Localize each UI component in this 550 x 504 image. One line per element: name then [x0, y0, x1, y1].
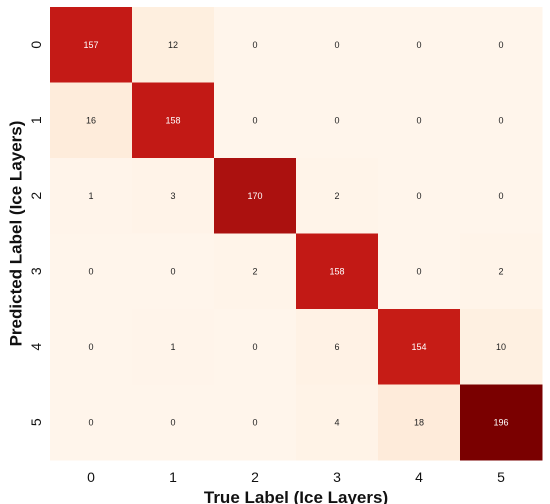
cell-value-r3-c2: 2 — [252, 266, 257, 276]
heatmap-cell-r0-c3 — [296, 7, 379, 83]
y-tick-label-1: 1 — [28, 116, 44, 124]
heatmap-cell-r4-c2 — [214, 309, 297, 385]
heatmap-cell-r2-c1 — [132, 158, 215, 234]
cell-value-r1-c5: 0 — [498, 115, 503, 125]
cell-value-r0-c5: 0 — [498, 40, 503, 50]
cell-value-labels: 157 12 0 0 0 016 158 0 0 0 01 3 170 2 0 00 0 2 158 0 20 1 0 6 15… — [83, 40, 508, 428]
heatmap-cell-r3-c1 — [132, 233, 215, 310]
y-tick-labels: 0 1 2 3 4 5 — [28, 41, 44, 427]
cell-value-r1-c1: 158 — [165, 115, 180, 125]
cell-value-r5-c5: 196 — [493, 417, 508, 427]
heatmap-cell-r4-c0 — [50, 309, 133, 385]
heatmap-cell-r2-c2 — [214, 158, 297, 234]
cell-value-r2-c5: 0 — [498, 191, 503, 201]
cell-value-r5-c0: 0 — [88, 417, 93, 427]
x-tick-label-4: 4 — [415, 469, 423, 485]
heatmap-cell-r4-c3 — [296, 309, 379, 385]
x-tick-label-3: 3 — [333, 469, 341, 485]
cell-value-r5-c1: 0 — [170, 417, 175, 427]
y-tick-label-3: 3 — [28, 267, 44, 275]
heatmap-cell-r1-c4 — [378, 82, 461, 159]
x-tick-label-2: 2 — [251, 469, 259, 485]
cell-value-r0-c3: 0 — [334, 40, 339, 50]
heatmap-cell-r5-c2 — [214, 384, 297, 461]
heatmap-cell-r0-c4 — [378, 7, 461, 83]
cell-value-r1-c2: 0 — [252, 115, 257, 125]
x-tick-labels: 0 1 2 3 4 5 — [87, 469, 505, 485]
cell-value-r2-c0: 1 — [88, 191, 93, 201]
heatmap-cell-r1-c3 — [296, 82, 379, 159]
heatmap-cell-r3-c2 — [214, 233, 297, 310]
cell-value-r5-c4: 18 — [414, 417, 424, 427]
heatmap-cell-r0-c2 — [214, 7, 297, 83]
heatmap-cell-r1-c2 — [214, 82, 297, 159]
cell-value-r5-c2: 0 — [252, 417, 257, 427]
x-tick-label-0: 0 — [87, 469, 95, 485]
cell-value-r1-c3: 0 — [334, 115, 339, 125]
cell-value-r2-c3: 2 — [334, 191, 339, 201]
cell-value-r1-c4: 0 — [416, 115, 421, 125]
x-tick-label-1: 1 — [169, 469, 177, 485]
cell-value-r4-c0: 0 — [88, 342, 93, 352]
heatmap-cell-r4-c4 — [378, 309, 461, 385]
cell-value-r0-c4: 0 — [416, 40, 421, 50]
heatmap-cell-r0-c5 — [460, 7, 543, 83]
cell-value-r2-c4: 0 — [416, 191, 421, 201]
heatmap-cell-r3-c4 — [378, 233, 461, 310]
cell-value-r3-c5: 2 — [498, 266, 503, 276]
heatmap-cell-r4-c5 — [460, 309, 543, 385]
heatmap-cell-r3-c5 — [460, 233, 543, 310]
y-tick-label-4: 4 — [28, 343, 44, 351]
cell-value-r4-c4: 154 — [411, 342, 426, 352]
cell-value-r1-c0: 16 — [86, 115, 96, 125]
heatmap-cell-r1-c5 — [460, 82, 543, 159]
heatmap-cells — [50, 7, 543, 461]
heatmap-cell-r3-c0 — [50, 233, 133, 310]
cell-value-r2-c2: 170 — [247, 191, 262, 201]
heatmap-cell-r5-c1 — [132, 384, 215, 461]
heatmap-cell-r2-c0 — [50, 158, 133, 234]
heatmap-cell-r5-c0 — [50, 384, 133, 461]
cell-value-r5-c3: 4 — [334, 417, 339, 427]
x-axis-title: True Label (Ice Layers) — [204, 488, 388, 504]
cell-value-r4-c2: 0 — [252, 342, 257, 352]
cell-value-r0-c1: 12 — [168, 40, 178, 50]
heatmap-cell-r2-c4 — [378, 158, 461, 234]
y-tick-label-5: 5 — [28, 418, 44, 426]
cell-value-r4-c5: 10 — [496, 342, 506, 352]
cell-value-r3-c0: 0 — [88, 266, 93, 276]
cell-value-r2-c1: 3 — [170, 191, 175, 201]
heatmap-cell-r5-c5 — [460, 384, 543, 461]
heatmap-cell-r0-c1 — [132, 7, 215, 83]
y-axis-title: Predicted Label (Ice Layers) — [7, 121, 26, 347]
cell-value-r3-c4: 0 — [416, 266, 421, 276]
heatmap-cell-r4-c1 — [132, 309, 215, 385]
heatmap-cell-r5-c4 — [378, 384, 461, 461]
heatmap-cell-r3-c3 — [296, 233, 379, 310]
cell-value-r3-c1: 0 — [170, 266, 175, 276]
heatmap-cell-r1-c1 — [132, 82, 215, 159]
heatmap-cell-r1-c0 — [50, 82, 133, 159]
y-tick-label-2: 2 — [28, 192, 44, 200]
cell-value-r0-c2: 0 — [252, 40, 257, 50]
heatmap-cell-r2-c3 — [296, 158, 379, 234]
heatmap-cell-r2-c5 — [460, 158, 543, 234]
y-tick-label-0: 0 — [28, 41, 44, 49]
heatmap-cell-r0-c0 — [50, 7, 133, 83]
cell-value-r0-c0: 157 — [83, 40, 98, 50]
cell-value-r3-c3: 158 — [329, 266, 344, 276]
heatmap-cell-r5-c3 — [296, 384, 379, 461]
cell-value-r4-c3: 6 — [334, 342, 339, 352]
cell-value-r4-c1: 1 — [170, 342, 175, 352]
x-tick-label-5: 5 — [497, 469, 505, 485]
